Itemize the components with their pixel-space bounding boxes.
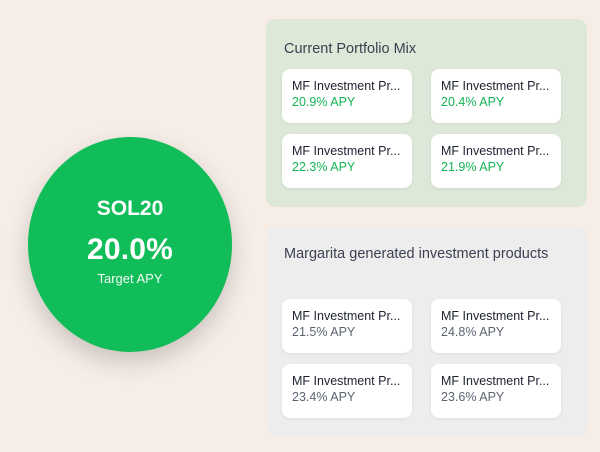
target-apy-value: 20.0%	[86, 233, 174, 266]
product-card[interactable]: MF Investment Pr... 20.4% APY	[431, 69, 561, 123]
target-apy-label: Target APY	[97, 271, 163, 286]
product-name: MF Investment Pr...	[292, 309, 401, 323]
product-name: MF Investment Pr...	[292, 79, 401, 93]
product-card[interactable]: MF Investment Pr... 20.9% APY	[282, 69, 412, 123]
product-apy: 21.5% APY	[292, 325, 356, 339]
product-apy: 24.8% APY	[441, 325, 505, 339]
product-name: MF Investment Pr...	[441, 144, 550, 158]
product-name: MF Investment Pr...	[292, 374, 401, 388]
product-card[interactable]: MF Investment Pr... 23.6% APY	[431, 364, 561, 418]
panel-title: Current Portfolio Mix	[284, 41, 417, 57]
product-card[interactable]: MF Investment Pr... 24.8% APY	[431, 299, 561, 353]
product-apy: 21.9% APY	[441, 160, 505, 174]
product-apy: 23.6% APY	[441, 390, 505, 404]
product-card[interactable]: MF Investment Pr... 22.3% APY	[282, 134, 412, 188]
product-apy: 20.9% APY	[292, 95, 356, 109]
target-name: SOL20	[96, 197, 164, 220]
product-name: MF Investment Pr...	[441, 374, 550, 388]
product-apy: 22.3% APY	[292, 160, 356, 174]
panel-title: Margarita generated investment products	[284, 246, 549, 262]
product-name: MF Investment Pr...	[441, 309, 550, 323]
product-apy: 20.4% APY	[441, 95, 505, 109]
product-card[interactable]: MF Investment Pr... 21.9% APY	[431, 134, 561, 188]
generated-products-panel: Margarita generated investment products …	[266, 226, 587, 436]
product-card[interactable]: MF Investment Pr... 23.4% APY	[282, 364, 412, 418]
target-apy-circle: SOL20 20.0% Target APY	[28, 137, 232, 352]
product-card[interactable]: MF Investment Pr... 21.5% APY	[282, 299, 412, 353]
product-apy: 23.4% APY	[292, 390, 356, 404]
product-name: MF Investment Pr...	[441, 79, 550, 93]
product-name: MF Investment Pr...	[292, 144, 401, 158]
current-portfolio-panel: Current Portfolio Mix MF Investment Pr..…	[266, 19, 587, 207]
